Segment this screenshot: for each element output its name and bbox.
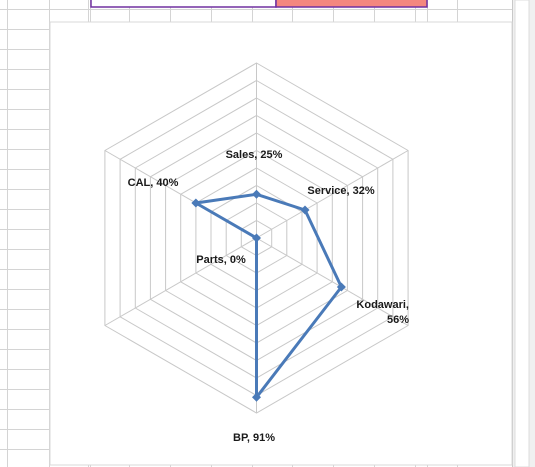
radar-spoke <box>256 150 409 239</box>
radar-marker-parts <box>252 233 261 243</box>
radar-spoke <box>104 237 257 326</box>
radar-marker-bp <box>252 392 261 402</box>
data-label-parts: Parts, 0% <box>196 254 246 266</box>
radar-marker-cal <box>191 198 201 208</box>
data-label-bp: BP, 91% <box>233 432 275 444</box>
data-labels: Sales, 25% Service, 32% Kodawari, 56% BP, 91… <box>128 149 410 444</box>
radar-spoke <box>256 237 409 326</box>
radar-marker-sales <box>252 189 261 199</box>
data-label-kodawari: Kodawari, <box>356 299 409 311</box>
scrollbar-track <box>514 0 530 467</box>
radar-marker-service <box>300 205 310 215</box>
chart-area[interactable] <box>49 21 513 466</box>
data-label-sales: Sales, 25% <box>226 149 283 161</box>
data-label-cal: CAL, 40% <box>128 177 179 189</box>
top-shape-right <box>275 0 428 8</box>
radar-marker-kodawari <box>336 282 346 292</box>
data-label-kodawari: 56% <box>387 314 409 326</box>
radar-series <box>191 189 346 402</box>
data-label-service: Service, 32% <box>307 185 374 197</box>
